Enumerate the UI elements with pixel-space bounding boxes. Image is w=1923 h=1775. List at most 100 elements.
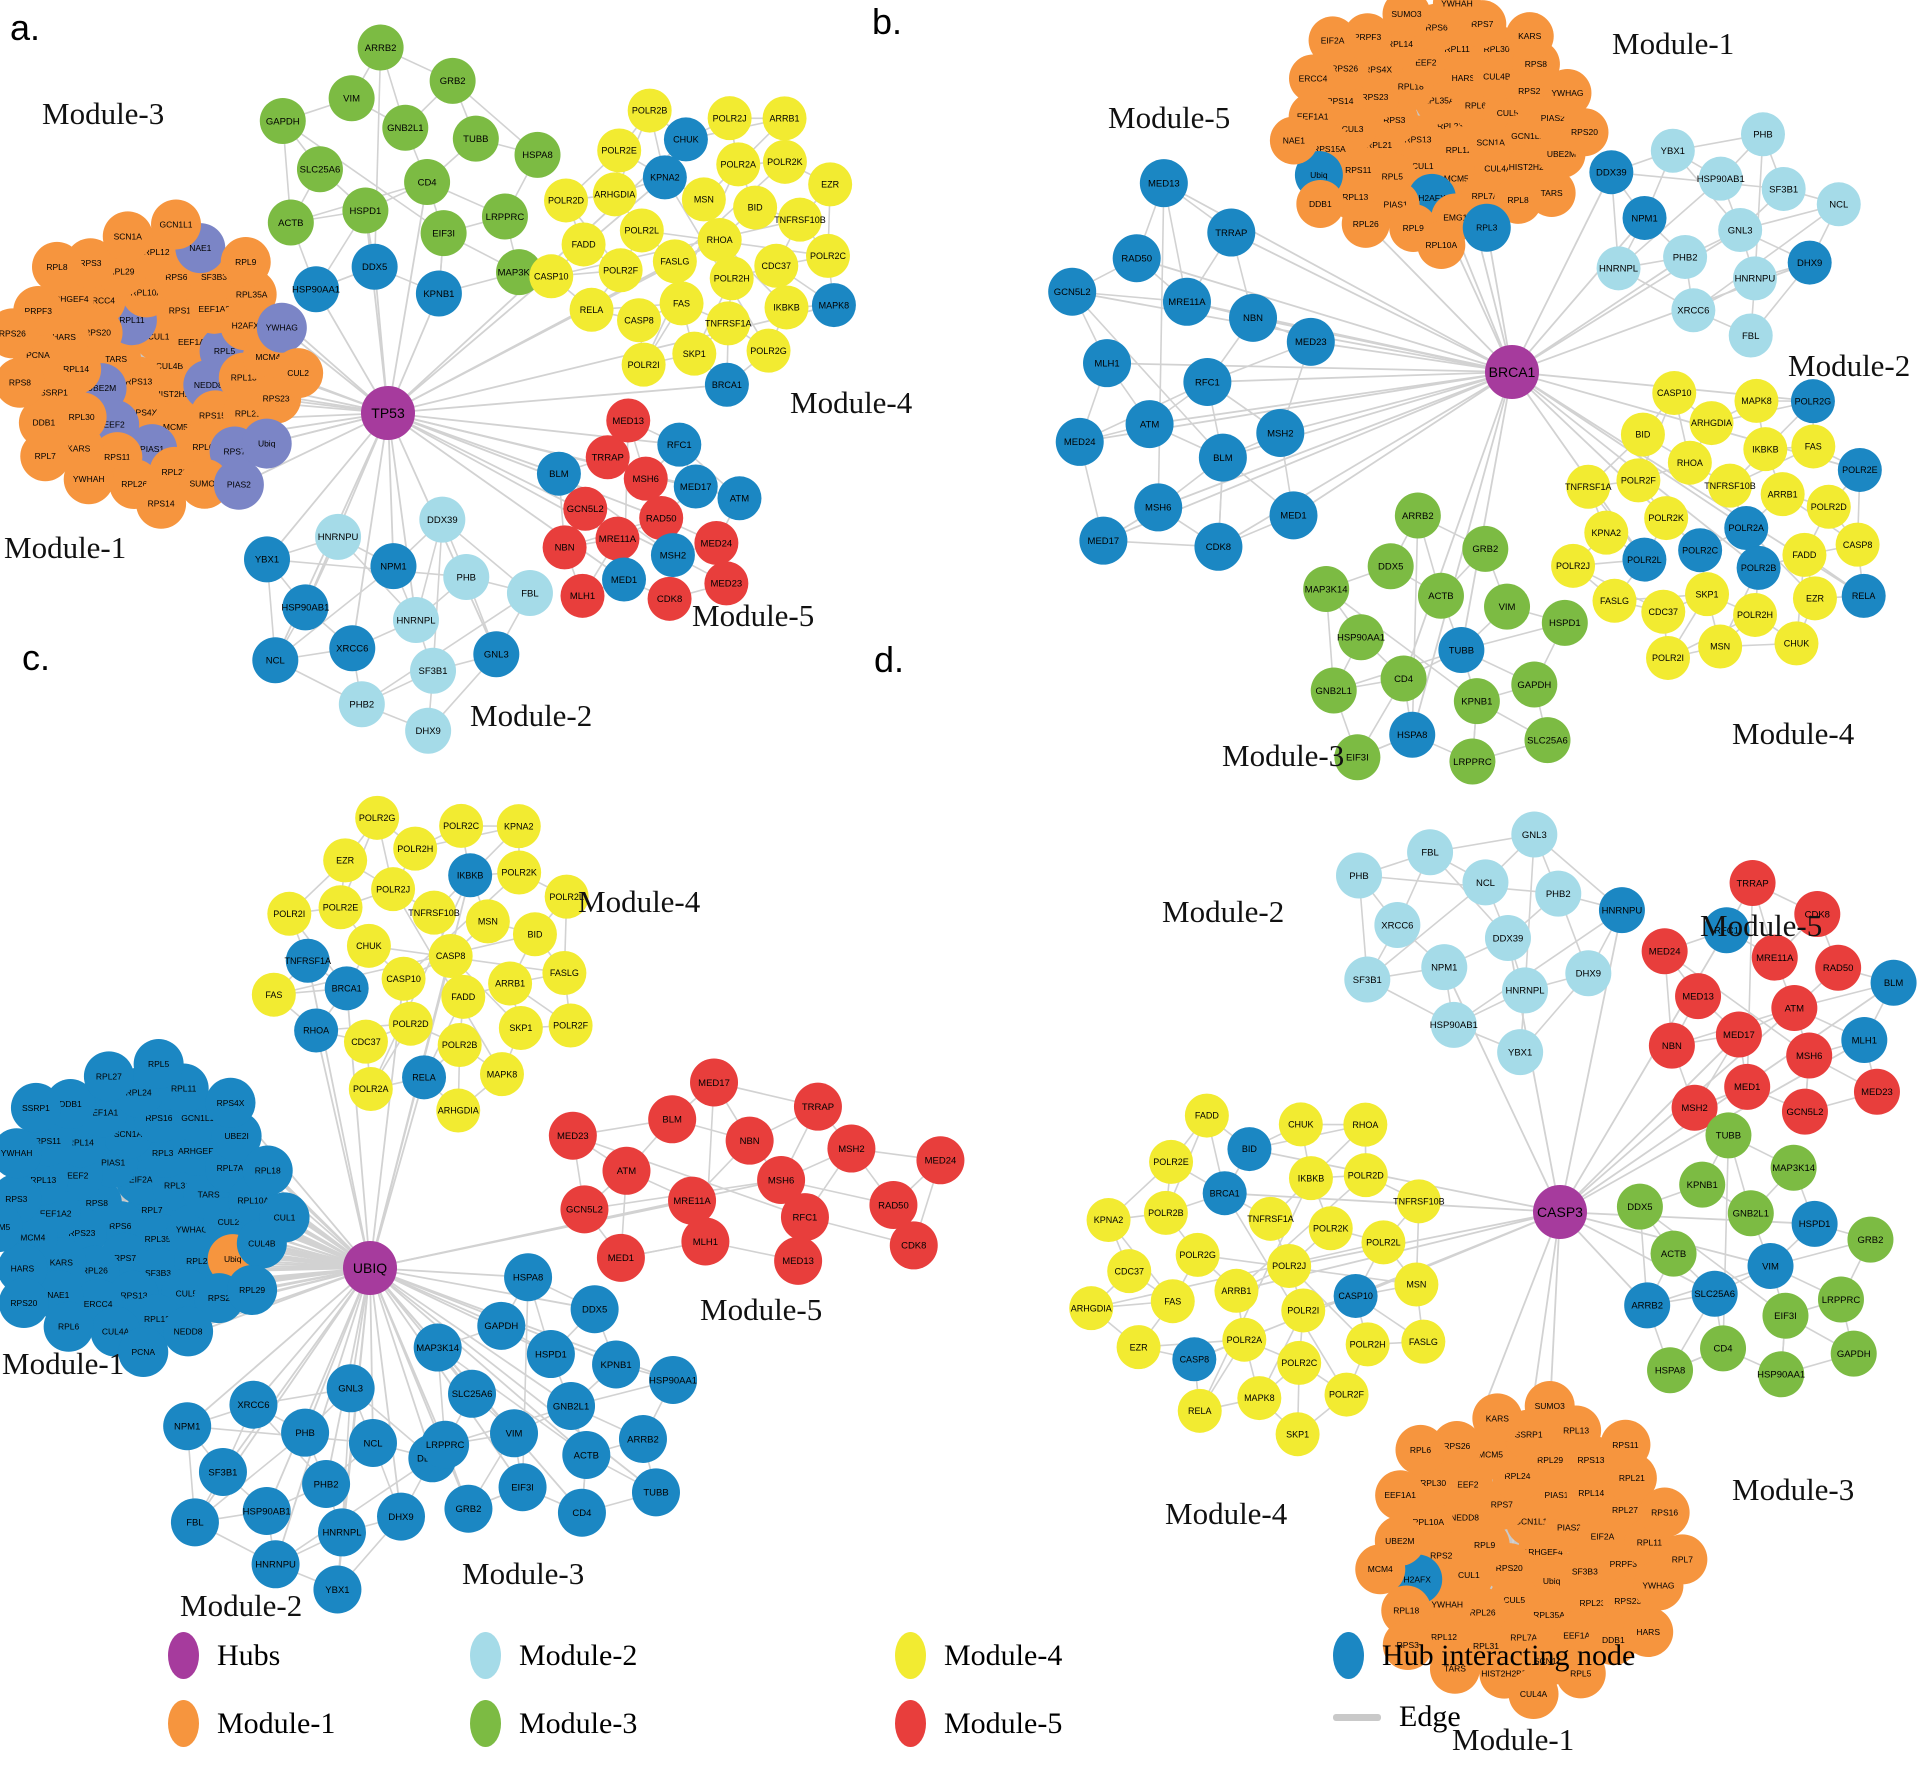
node-HSP90AB1[interactable] xyxy=(242,1486,291,1535)
node-VIM[interactable] xyxy=(1484,583,1531,630)
hub-node-CASP3[interactable] xyxy=(1533,1185,1587,1239)
node-RHOA[interactable] xyxy=(294,1008,339,1053)
node-FASLG[interactable] xyxy=(1401,1319,1446,1364)
node-HSPD1[interactable] xyxy=(342,187,389,234)
node-POLR2G[interactable] xyxy=(746,328,791,373)
node-TNFRSF10B[interactable] xyxy=(412,890,457,935)
node-RPS26[interactable] xyxy=(1431,1421,1482,1472)
hub-node-TP53[interactable] xyxy=(361,386,415,440)
node-MSH2[interactable] xyxy=(650,533,695,578)
node-HSPD1[interactable] xyxy=(1541,599,1588,646)
node-POLR2I[interactable] xyxy=(1281,1288,1326,1333)
node-POLR2J[interactable] xyxy=(1551,543,1596,588)
node-POLR2F[interactable] xyxy=(548,1003,593,1048)
node-FAS[interactable] xyxy=(251,972,296,1017)
node-GRB2[interactable] xyxy=(429,57,476,104)
node-MSH6[interactable] xyxy=(623,456,668,501)
node-POLR2A[interactable] xyxy=(348,1067,393,1112)
node-SLC25A6[interactable] xyxy=(1691,1270,1738,1317)
node-FADD[interactable] xyxy=(1184,1093,1229,1138)
node-HSPD1[interactable] xyxy=(1791,1200,1838,1247)
node-FBL[interactable] xyxy=(1728,313,1773,358)
node-HNRNPU[interactable] xyxy=(315,513,362,560)
node-BLM[interactable] xyxy=(648,1095,697,1144)
node-MED13[interactable] xyxy=(1139,159,1188,208)
node-NPM1[interactable] xyxy=(163,1402,212,1451)
node-TRRAP[interactable] xyxy=(793,1082,842,1131)
node-ARRB1[interactable] xyxy=(1214,1268,1259,1313)
node-HNRNPL[interactable] xyxy=(1502,967,1549,1014)
node-POLR2E[interactable] xyxy=(1837,447,1882,492)
node-BRCA1[interactable] xyxy=(704,362,749,407)
node-CASP8[interactable] xyxy=(428,934,473,978)
node-POLR2L[interactable] xyxy=(544,874,589,919)
node-IKBKB[interactable] xyxy=(764,285,809,330)
node-DHX9[interactable] xyxy=(377,1492,426,1541)
node-TRRAP[interactable] xyxy=(1729,860,1776,907)
node-POLR2C[interactable] xyxy=(805,233,850,278)
node-GCN5L2[interactable] xyxy=(563,486,608,531)
node-EIF3I[interactable] xyxy=(498,1463,547,1512)
node-MSH2[interactable] xyxy=(1256,408,1305,457)
node-RPL29[interactable] xyxy=(227,1264,278,1315)
node-MED23[interactable] xyxy=(1853,1068,1900,1115)
node-POLR2D[interactable] xyxy=(1343,1153,1388,1198)
node-TARS[interactable] xyxy=(1527,169,1576,218)
node-GCN5L2[interactable] xyxy=(560,1185,609,1234)
node-NCL[interactable] xyxy=(1462,859,1509,906)
node-PHB[interactable] xyxy=(281,1408,330,1457)
node-POLR2J[interactable] xyxy=(707,96,752,141)
node-TNFRSF10B[interactable] xyxy=(1396,1179,1441,1224)
node-MED24[interactable] xyxy=(916,1136,965,1185)
node-MSN[interactable] xyxy=(1698,624,1743,669)
node-CDC37[interactable] xyxy=(754,243,799,288)
node-HSPA8[interactable] xyxy=(1389,711,1436,758)
node-NPM1[interactable] xyxy=(1421,944,1468,991)
node-HNRNPU[interactable] xyxy=(251,1540,300,1589)
node-POLR2I[interactable] xyxy=(1646,635,1691,680)
node-KPNB1[interactable] xyxy=(1679,1161,1726,1208)
node-NBN[interactable] xyxy=(1648,1022,1695,1069)
node-RHOA[interactable] xyxy=(1667,440,1712,485)
node-NBN[interactable] xyxy=(725,1116,774,1165)
node-EZR[interactable] xyxy=(1116,1325,1161,1370)
node-MED1[interactable] xyxy=(1269,491,1318,540)
node-POLR2J[interactable] xyxy=(1267,1244,1312,1288)
node-MAPK8[interactable] xyxy=(1237,1376,1282,1421)
node-MED24[interactable] xyxy=(694,520,739,565)
node-CD4[interactable] xyxy=(1380,655,1427,702)
node-MLH1[interactable] xyxy=(681,1217,730,1266)
node-NEDD8[interactable] xyxy=(163,1306,214,1357)
node-POLR2G[interactable] xyxy=(1175,1232,1220,1277)
node-MED13[interactable] xyxy=(1675,973,1722,1020)
node-TNFRSF1A[interactable] xyxy=(285,938,330,983)
node-RPS11[interactable] xyxy=(1600,1419,1651,1470)
node-BRCA1[interactable] xyxy=(1202,1171,1247,1216)
node-SLC25A6[interactable] xyxy=(448,1369,497,1418)
node-FASLG[interactable] xyxy=(1592,578,1637,623)
node-RPL26[interactable] xyxy=(1341,199,1390,248)
node-Ubiq[interactable] xyxy=(241,418,292,469)
node-MAP3K14[interactable] xyxy=(413,1323,462,1372)
node-RAD50[interactable] xyxy=(639,496,684,540)
node-CUL2[interactable] xyxy=(273,348,324,399)
node-SF3B1[interactable] xyxy=(1761,166,1806,211)
node-PHB[interactable] xyxy=(1336,852,1383,899)
node-SKP1[interactable] xyxy=(1685,572,1730,617)
node-MAPK8[interactable] xyxy=(479,1052,524,1097)
node-POLR2H[interactable] xyxy=(393,826,438,871)
node-YWHAH[interactable] xyxy=(1432,0,1481,28)
node-MRE11A[interactable] xyxy=(1751,934,1798,981)
node-SKP1[interactable] xyxy=(672,331,717,376)
node-POLR2F[interactable] xyxy=(1616,458,1661,503)
node-DHX9[interactable] xyxy=(405,707,452,754)
node-POLR2H[interactable] xyxy=(1345,1322,1390,1367)
node-CASP10[interactable] xyxy=(1333,1273,1378,1318)
node-MED17[interactable] xyxy=(1079,516,1128,565)
node-XRCC6[interactable] xyxy=(1671,288,1716,333)
node-ACTB[interactable] xyxy=(562,1430,611,1479)
node-CD4[interactable] xyxy=(557,1488,606,1537)
node-RPL3[interactable] xyxy=(1462,203,1511,252)
node-BID[interactable] xyxy=(733,185,778,230)
node-SF3B1[interactable] xyxy=(410,647,457,694)
